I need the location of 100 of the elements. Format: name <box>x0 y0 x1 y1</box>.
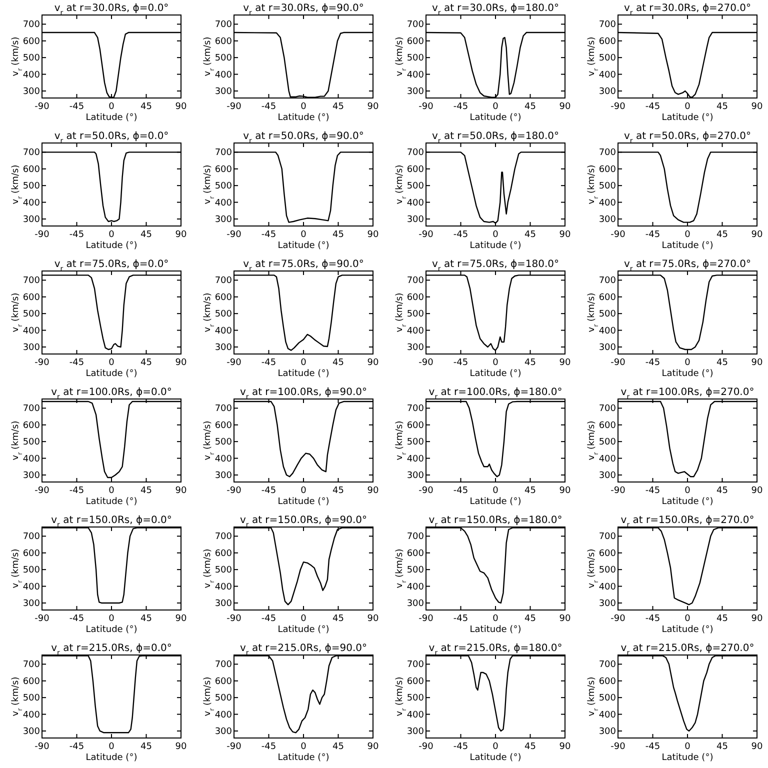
x-tick-label: -45 <box>261 486 276 496</box>
y-tick-label: 300 <box>214 726 232 737</box>
y-tick-label: 500 <box>214 694 232 704</box>
x-tick-label: -90 <box>226 742 242 752</box>
y-tick-label: 600 <box>22 548 40 559</box>
x-tick-label: -90 <box>418 230 434 240</box>
y-tick-label: 300 <box>598 342 616 353</box>
y-tick-label: 700 <box>598 404 616 414</box>
y-tick-label: 700 <box>22 276 40 286</box>
x-tick-label: 45 <box>140 102 152 112</box>
x-tick-label: -90 <box>34 230 50 240</box>
x-tick-label: -45 <box>453 614 468 624</box>
y-tick-label: 600 <box>598 36 616 47</box>
x-axis-title: Latitude (°) <box>662 241 714 251</box>
x-axis-title: Latitude (°) <box>278 369 330 379</box>
x-axis-title: Latitude (°) <box>86 113 138 123</box>
y-tick-label: 400 <box>598 70 616 80</box>
y-tick-label: 600 <box>406 164 424 175</box>
y-tick-label: 400 <box>406 582 424 592</box>
x-tick-label: 45 <box>524 486 536 496</box>
y-tick-label: 600 <box>22 164 40 175</box>
y-tick-label: 700 <box>598 532 616 542</box>
y-tick-label: 500 <box>214 438 232 448</box>
y-tick-label: 700 <box>406 20 424 30</box>
x-tick-label: 90 <box>559 102 571 112</box>
x-tick-label: 0 <box>300 102 307 112</box>
x-tick-label: 90 <box>751 230 763 240</box>
x-tick-label: 45 <box>332 742 344 752</box>
x-axis-title: Latitude (°) <box>470 113 522 123</box>
y-tick-label: 600 <box>598 420 616 431</box>
x-tick-label: 90 <box>175 358 187 368</box>
x-tick-label: 45 <box>140 230 152 240</box>
y-tick-label: 300 <box>214 214 232 225</box>
y-tick-label: 700 <box>598 276 616 286</box>
y-tick-label: 600 <box>598 676 616 687</box>
y-tick-label: 300 <box>22 86 40 97</box>
x-tick-label: -45 <box>645 230 660 240</box>
x-tick-label: -90 <box>418 742 434 752</box>
y-tick-label: 300 <box>598 726 616 737</box>
x-tick-label: 90 <box>559 486 571 496</box>
y-tick-label: 400 <box>598 454 616 464</box>
x-tick-label: -90 <box>610 614 626 624</box>
x-tick-label: 0 <box>300 486 307 496</box>
y-tick-label: 300 <box>22 470 40 481</box>
y-tick-label: 400 <box>214 710 232 720</box>
x-tick-label: -90 <box>610 742 626 752</box>
x-axis-title: Latitude (°) <box>86 241 138 251</box>
x-tick-label: -90 <box>34 614 50 624</box>
x-tick-label: 45 <box>332 102 344 112</box>
x-tick-label: 0 <box>300 742 307 752</box>
x-tick-label: 90 <box>175 486 187 496</box>
x-tick-label: -90 <box>34 102 50 112</box>
y-tick-label: 300 <box>214 470 232 481</box>
x-axis-title: Latitude (°) <box>278 241 330 251</box>
y-tick-label: 600 <box>22 36 40 47</box>
x-tick-label: -90 <box>226 102 242 112</box>
y-tick-label: 700 <box>214 148 232 158</box>
y-tick-label: 300 <box>406 86 424 97</box>
x-tick-label: -45 <box>453 486 468 496</box>
y-tick-label: 700 <box>214 532 232 542</box>
x-tick-label: -90 <box>418 102 434 112</box>
y-tick-label: 600 <box>214 676 232 687</box>
y-tick-label: 400 <box>406 454 424 464</box>
x-axis-title: Latitude (°) <box>662 753 714 763</box>
x-tick-label: 90 <box>367 102 379 112</box>
x-tick-label: 90 <box>751 742 763 752</box>
y-tick-label: 700 <box>406 276 424 286</box>
x-tick-label: 45 <box>524 742 536 752</box>
y-tick-label: 700 <box>214 660 232 670</box>
y-tick-label: 500 <box>598 438 616 448</box>
x-tick-label: 45 <box>524 614 536 624</box>
x-tick-label: -45 <box>453 358 468 368</box>
y-tick-label: 500 <box>406 694 424 704</box>
x-tick-label: 0 <box>108 358 115 368</box>
x-tick-label: 45 <box>524 230 536 240</box>
y-tick-label: 300 <box>406 342 424 353</box>
y-tick-label: 500 <box>22 54 40 64</box>
x-tick-label: -45 <box>69 614 84 624</box>
y-tick-label: 600 <box>22 676 40 687</box>
y-tick-label: 300 <box>22 342 40 353</box>
y-tick-label: 500 <box>22 694 40 704</box>
y-tick-label: 600 <box>214 292 232 303</box>
y-tick-label: 400 <box>598 710 616 720</box>
y-tick-label: 600 <box>214 164 232 175</box>
x-tick-label: 90 <box>559 742 571 752</box>
y-tick-label: 700 <box>22 148 40 158</box>
x-tick-label: 45 <box>716 742 728 752</box>
y-tick-label: 400 <box>22 710 40 720</box>
x-tick-label: 90 <box>559 614 571 624</box>
x-tick-label: -45 <box>261 358 276 368</box>
x-tick-label: -90 <box>226 230 242 240</box>
y-tick-label: 300 <box>598 214 616 225</box>
y-tick-label: 700 <box>598 148 616 158</box>
y-tick-label: 500 <box>598 54 616 64</box>
x-axis-title: Latitude (°) <box>470 497 522 507</box>
x-tick-label: 45 <box>332 614 344 624</box>
x-tick-label: 90 <box>367 486 379 496</box>
x-axis-title: Latitude (°) <box>662 369 714 379</box>
x-tick-label: 0 <box>492 358 499 368</box>
x-tick-label: -90 <box>418 486 434 496</box>
